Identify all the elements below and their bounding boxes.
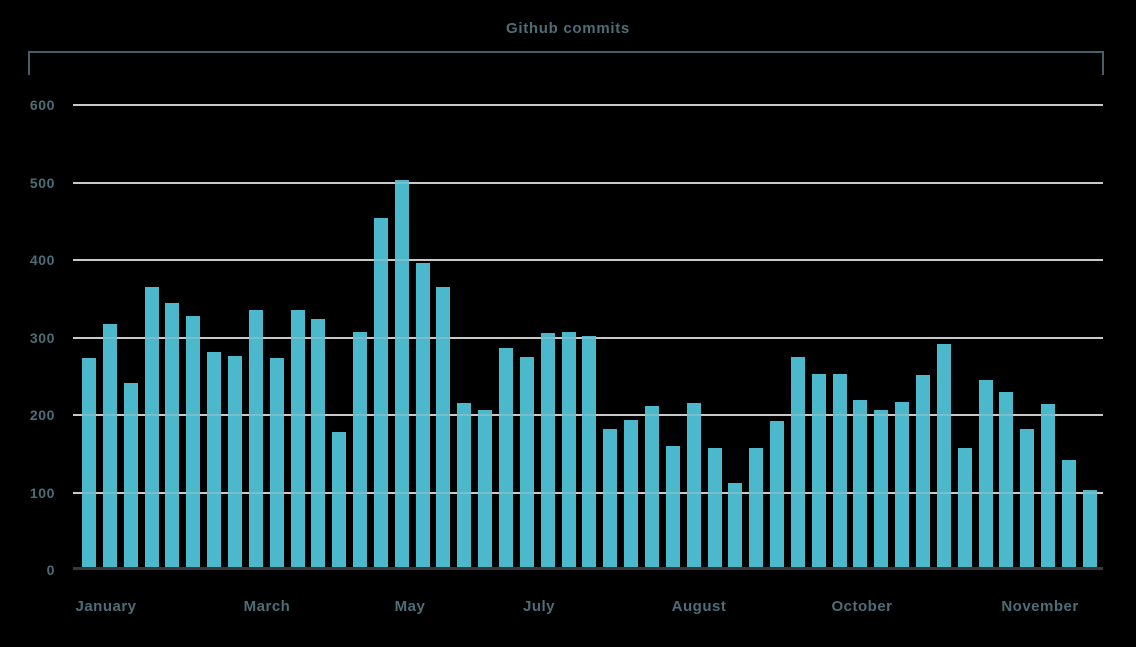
bar-week-32 bbox=[728, 483, 743, 570]
bar-week-46 bbox=[1020, 428, 1035, 570]
y-tick-label-0: 0 bbox=[46, 562, 55, 578]
bar-week-22 bbox=[519, 356, 534, 570]
x-axis-label-october: October bbox=[831, 598, 893, 615]
bar-week-37 bbox=[832, 373, 847, 570]
x-axis-label-july: July bbox=[522, 598, 556, 615]
gridline-500 bbox=[73, 181, 1103, 184]
bar-week-28 bbox=[644, 405, 659, 570]
bar-week-13 bbox=[332, 432, 347, 570]
bar-week-9 bbox=[248, 309, 263, 570]
bar-week-16 bbox=[394, 180, 409, 570]
gridline-300 bbox=[73, 336, 1103, 339]
bar-week-2 bbox=[102, 323, 117, 570]
bar-week-7 bbox=[207, 352, 222, 570]
bar-week-44 bbox=[978, 380, 993, 570]
y-tick-label-300: 300 bbox=[29, 329, 55, 346]
bar-week-3 bbox=[123, 383, 138, 570]
gridline-200 bbox=[73, 414, 1103, 416]
bar-week-33 bbox=[749, 448, 764, 570]
bar-week-35 bbox=[790, 356, 805, 570]
bar-week-12 bbox=[311, 318, 326, 570]
bar-week-11 bbox=[290, 309, 305, 570]
bar-week-10 bbox=[269, 358, 284, 570]
y-tick-label-600: 600 bbox=[29, 97, 55, 113]
bar-week-19 bbox=[457, 403, 472, 570]
bar-week-27 bbox=[624, 420, 639, 570]
x-axis-label-january: January bbox=[75, 598, 137, 615]
bar-week-41 bbox=[916, 375, 930, 570]
bar-week-8 bbox=[227, 356, 242, 570]
y-tick-label-500: 500 bbox=[29, 174, 55, 191]
chart-title: Github commits bbox=[506, 20, 630, 37]
chart-frame-border bbox=[28, 51, 1104, 75]
bar-week-30 bbox=[686, 403, 701, 570]
bar-week-31 bbox=[707, 447, 722, 570]
bar-week-5 bbox=[165, 303, 180, 570]
x-axis-label-august: August bbox=[671, 598, 727, 615]
bar-week-26 bbox=[603, 428, 618, 570]
bar-week-20 bbox=[478, 410, 493, 570]
bar-week-43 bbox=[957, 448, 972, 570]
bar-week-38 bbox=[853, 400, 868, 570]
gridline-500 bbox=[73, 181, 1103, 184]
bar-week-39 bbox=[874, 409, 889, 570]
bar-week-14 bbox=[353, 332, 368, 570]
y-tick-label-200: 200 bbox=[29, 407, 55, 423]
bar-week-45 bbox=[999, 391, 1014, 570]
x-axis-label-march: March bbox=[243, 598, 291, 615]
bar-week-34 bbox=[770, 421, 785, 570]
bar-week-24 bbox=[561, 332, 576, 570]
bar-week-40 bbox=[895, 401, 910, 570]
bar-week-6 bbox=[186, 315, 201, 570]
x-axis-line bbox=[73, 567, 1103, 570]
bar-week-18 bbox=[436, 287, 451, 570]
gridline-600 bbox=[73, 104, 1103, 106]
bar-week-21 bbox=[499, 348, 513, 570]
y-tick-label-400: 400 bbox=[29, 252, 55, 268]
gridline-400 bbox=[73, 259, 1103, 261]
y-tick-label-100: 100 bbox=[29, 484, 55, 501]
bar-week-36 bbox=[811, 373, 826, 570]
bar-week-17 bbox=[415, 263, 430, 570]
bar-week-23 bbox=[540, 332, 555, 570]
bar-week-25 bbox=[582, 335, 597, 570]
plot-area bbox=[73, 104, 1103, 570]
bar-week-47 bbox=[1041, 404, 1056, 570]
bar-week-42 bbox=[936, 344, 951, 570]
bar-week-15 bbox=[373, 218, 388, 570]
bar-week-4 bbox=[144, 287, 159, 570]
bar-week-48 bbox=[1061, 459, 1076, 570]
gridline-600 bbox=[73, 104, 1103, 106]
gridline-400 bbox=[73, 259, 1103, 261]
x-axis-label-november: November bbox=[1001, 598, 1079, 615]
bar-week-29 bbox=[665, 446, 680, 570]
bar-week-1 bbox=[82, 358, 96, 570]
x-axis-label-may: May bbox=[394, 598, 426, 615]
gridline-100 bbox=[73, 491, 1103, 494]
bar-week-49 bbox=[1082, 490, 1097, 570]
